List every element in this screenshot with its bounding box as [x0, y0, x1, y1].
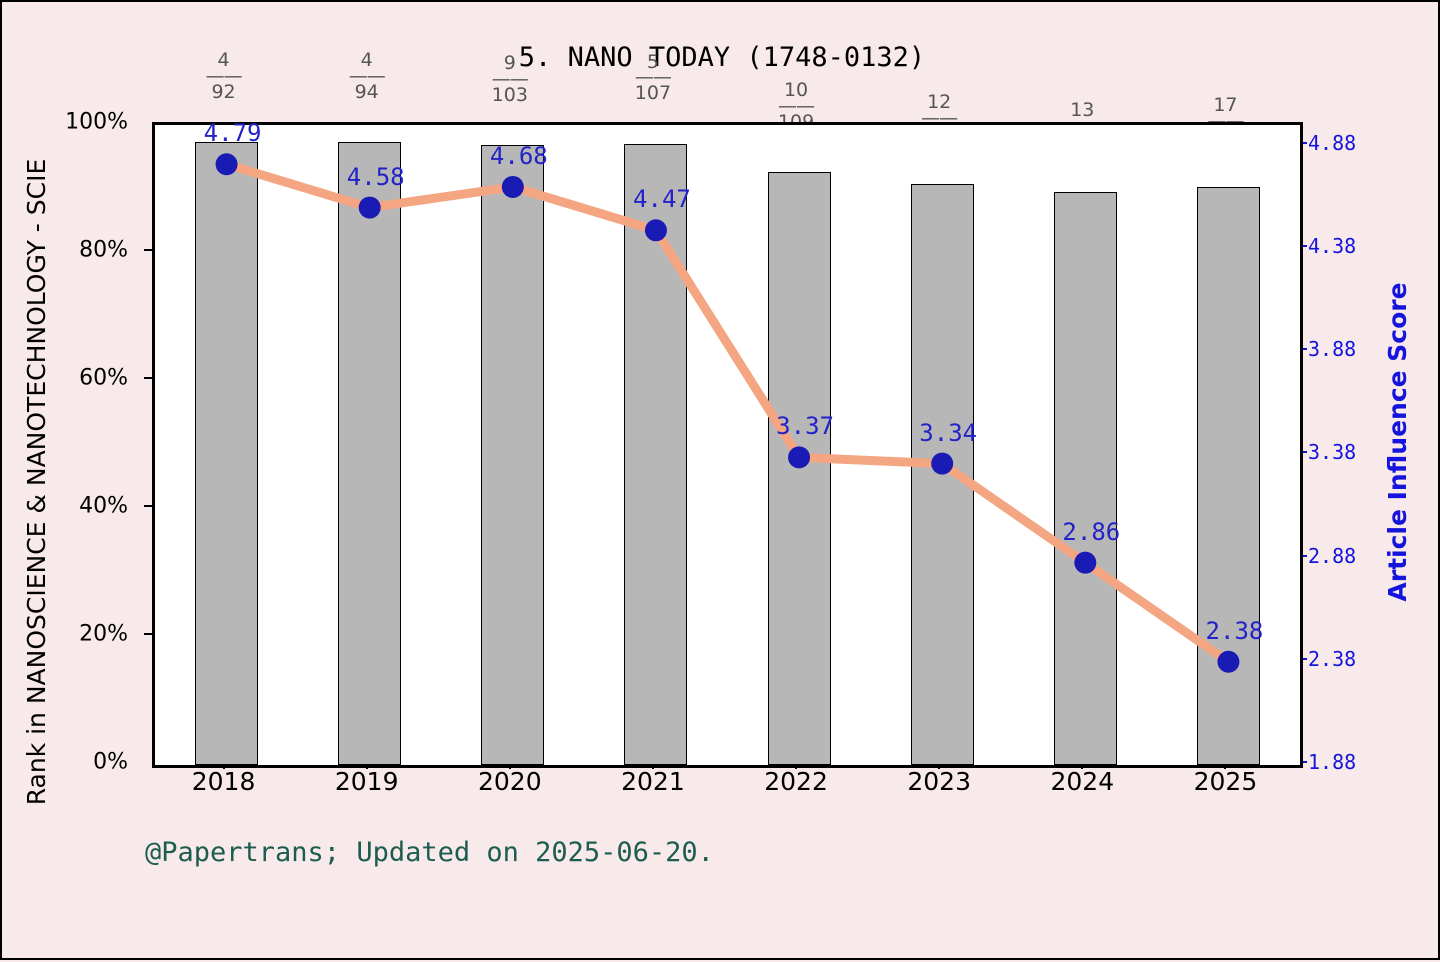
bar [195, 141, 259, 765]
x-tick-label: 2024 [1050, 767, 1115, 796]
page-title: 5. NANO TODAY (1748-0132) [518, 42, 926, 73]
right-tick-label: 2.38 [1308, 646, 1357, 671]
fraction-rule: —— [634, 66, 672, 89]
left-tick-mark [144, 249, 153, 251]
data-point-marker [644, 219, 667, 242]
plot-inner [155, 125, 1300, 765]
data-point-marker [931, 452, 954, 475]
left-tick-label: 0% [93, 749, 128, 775]
bar [338, 141, 402, 765]
right-tick-label: 3.38 [1308, 440, 1357, 465]
fraction-rule: —— [348, 64, 386, 87]
fraction-denominator: 94 [354, 80, 379, 103]
fraction-denominator: 107 [634, 82, 672, 105]
x-tick-label: 2023 [907, 767, 971, 796]
fraction-rule: —— [491, 67, 529, 90]
right-axis-title: Article Influence Score [1382, 282, 1412, 602]
x-tick-label: 2019 [334, 767, 399, 796]
point-value-label: 4.79 [203, 119, 262, 148]
x-tick-label: 2025 [1193, 767, 1258, 796]
right-tick-label: 2.88 [1308, 543, 1357, 568]
left-tick-label: 20% [79, 621, 128, 647]
fraction-numerator: 13 [1070, 99, 1095, 122]
data-point-marker [215, 153, 238, 176]
right-tick-label: 4.88 [1308, 130, 1357, 155]
right-tick-label: 1.88 [1308, 750, 1357, 774]
trend-line [222, 159, 1233, 667]
line-series [215, 153, 1240, 673]
footer-credit: @Papertrans; Updated on 2025-06-20. [145, 837, 714, 868]
point-value-label: 3.37 [776, 412, 834, 441]
plot-area [152, 122, 1303, 768]
fraction-numerator: 12 [927, 90, 952, 113]
point-value-label: 4.47 [633, 185, 691, 214]
x-tick-label: 2021 [621, 767, 685, 796]
left-tick-label: 40% [79, 493, 128, 519]
bar [1053, 192, 1117, 765]
fraction-numerator: 17 [1213, 94, 1238, 117]
data-point-marker [501, 175, 524, 198]
point-value-label: 2.86 [1062, 517, 1121, 546]
point-value-label: 4.58 [346, 162, 405, 191]
fraction-denominator: 92 [211, 80, 236, 103]
left-axis-title: Rank in NANOSCIENCE & NANOTECHNOLOGY - S… [21, 158, 51, 806]
right-tick-label: 4.38 [1308, 233, 1357, 258]
data-point-marker [1074, 551, 1097, 574]
left-tick-mark [144, 633, 153, 635]
bar [624, 143, 688, 765]
data-point-marker [788, 446, 811, 469]
x-tick-label: 2022 [764, 767, 828, 796]
data-point-marker [1217, 650, 1240, 673]
rank-fraction: 5 —— 107 [634, 50, 672, 105]
point-value-label: 4.68 [489, 141, 548, 170]
x-tick-label: 2020 [478, 767, 542, 796]
left-tick-label: 80% [79, 237, 128, 263]
bar [767, 172, 831, 765]
fraction-numerator: 4 [360, 48, 373, 71]
x-tick-label: 2018 [191, 767, 256, 796]
rank-fraction: 9 —— 103 [491, 51, 529, 106]
data-point-marker [358, 196, 381, 219]
fraction-rule: —— [205, 64, 243, 87]
point-value-label: 3.34 [919, 418, 978, 447]
fraction-numerator: 9 [503, 51, 516, 74]
fraction-numerator: 10 [783, 79, 809, 102]
fraction-denominator: 103 [491, 83, 528, 106]
left-tick-label: 60% [79, 365, 128, 391]
fraction-rule: —— [778, 95, 815, 118]
rank-fraction: 4 —— 94 [348, 48, 386, 103]
left-tick-label: 100% [65, 109, 128, 135]
left-tick-mark [144, 505, 153, 507]
fraction-numerator: 4 [217, 48, 230, 71]
right-tick-label: 3.88 [1308, 337, 1357, 362]
bar [481, 144, 545, 765]
left-tick-mark [144, 377, 153, 379]
fraction-numerator: 5 [646, 50, 659, 73]
rank-fraction: 4 —— 92 [205, 48, 243, 103]
point-value-label: 2.38 [1205, 616, 1264, 645]
